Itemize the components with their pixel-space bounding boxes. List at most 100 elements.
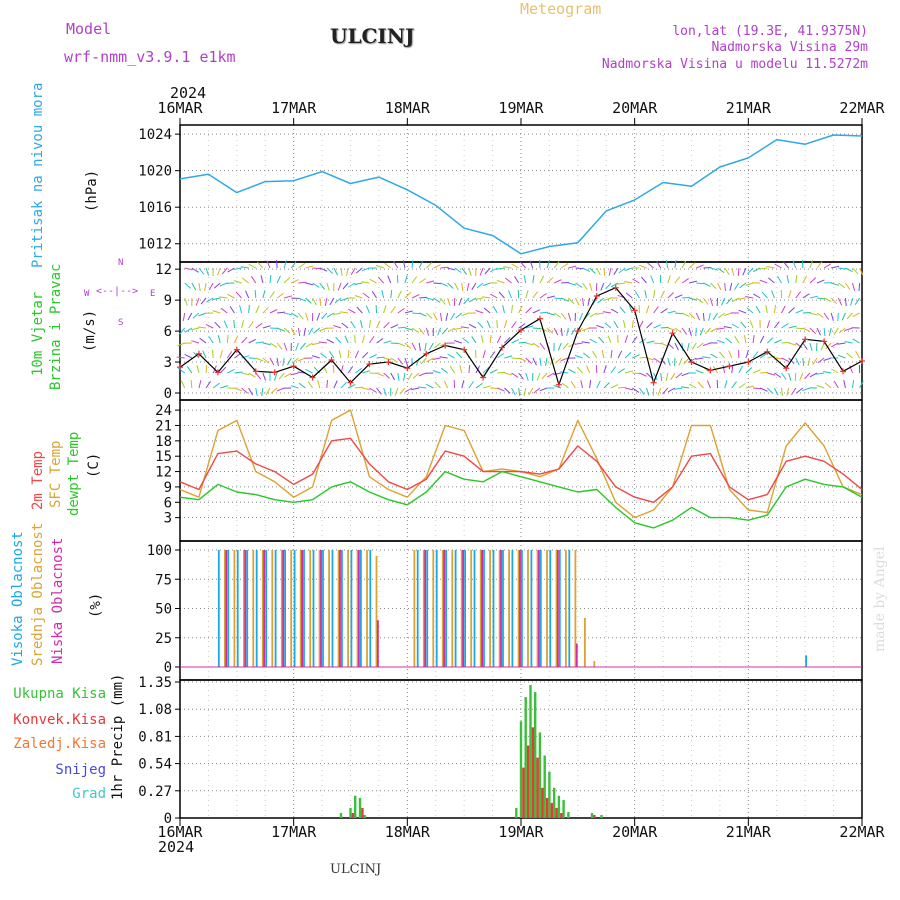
cloud-bar [558,550,561,667]
wind-barb [660,308,668,314]
wind-barb [667,292,675,299]
wind-barb [660,357,666,365]
wind-barb [852,380,855,389]
wind-barb [745,385,754,389]
wind-barb [759,387,768,392]
wind-barb [566,327,569,336]
wind-barb [681,327,688,335]
precip-bar [548,771,551,818]
wind-barb [702,342,711,347]
cloud-bar [555,550,558,667]
wind-barb [561,382,569,389]
wind-barb [479,267,484,276]
wind-barb [269,291,276,299]
wind-barb [560,371,569,374]
wind-barb [674,260,677,269]
wind-barb [802,312,811,314]
wind-barb [290,261,297,269]
cloud-bar [217,550,220,667]
wind-barb [305,282,314,286]
wind-barb [453,327,462,330]
cloud-bar [498,550,501,667]
wind-barb [333,267,339,276]
wind-barb [665,372,669,381]
wind-barb [575,297,580,306]
wind-barb [674,342,679,351]
wind-barb [859,380,864,389]
wind-barb [178,367,186,374]
wind-barb [397,357,404,365]
wind-barb [539,387,548,392]
wind-barb [545,357,548,366]
wind-barb [674,387,683,390]
model-altitude-text: Nadmorska Visina u modelu 11.5272m [601,57,868,72]
wind-barb [841,312,846,321]
wind-barb [184,353,193,359]
wind-barb [647,262,654,269]
cloud-bar [375,555,378,667]
wind-barb [553,312,562,318]
wind-barb [859,267,864,276]
compass-east: E [150,289,156,299]
wind-barb [802,327,811,332]
cloud-bar [339,550,341,667]
wind-barb [217,267,221,276]
wind-barb [781,341,790,344]
wind-barb [699,327,704,336]
precip-bar [526,745,530,818]
wind-barb [468,323,477,329]
wind-barb [468,297,477,303]
cloud-bar [358,550,360,667]
wind-barb [838,327,846,334]
wind-barb [759,353,768,359]
wind-barb [445,312,449,321]
x-tick-label-top: 22MAR [839,99,885,117]
wind-barb [458,297,463,306]
wind-barb [640,276,647,284]
wind-barb [497,387,505,392]
wind-barb [404,327,413,331]
wind-barb [326,282,330,291]
wind-barb [823,297,832,302]
cloud-bar [350,550,353,667]
wind-barb [198,282,201,291]
precip-bar [358,797,362,818]
wind-barb [830,297,838,305]
cloud-bar [593,661,596,667]
wind-barb [198,326,207,329]
wind-barb [520,261,527,269]
cloud-bar [360,550,362,667]
wind-barb [575,282,583,288]
wind-barb [362,292,370,299]
wind-barb [453,379,456,389]
wind-barb [297,357,306,362]
wind-barb [695,357,704,360]
cloud-bar [227,550,230,667]
wind-barb [738,365,743,374]
wind-barb [539,293,547,299]
wind-barb [496,335,502,344]
cloud-bar [805,655,807,667]
wind-barb [276,387,285,392]
wind-barb [731,267,735,276]
cloud-bar [261,550,264,667]
wind-barb [844,297,847,307]
wind-barb [788,372,792,381]
wind-barb [804,372,811,380]
wind-barb [696,264,704,269]
wind-barb [292,357,299,364]
wind-barb [639,372,647,377]
wind-barb [305,342,313,348]
cloud-bar [557,550,559,667]
wind-barb [397,307,405,314]
y-tick-label: 9 [164,480,172,496]
cloud-bar [236,550,239,667]
wind-barb [262,372,267,381]
wind-barb [600,282,605,291]
wind-barb [177,342,185,347]
wind-barb [662,387,669,395]
wind-barb [233,267,242,270]
precip-bar [519,721,523,818]
wind-barb [610,282,619,288]
wind-barb [766,320,771,329]
